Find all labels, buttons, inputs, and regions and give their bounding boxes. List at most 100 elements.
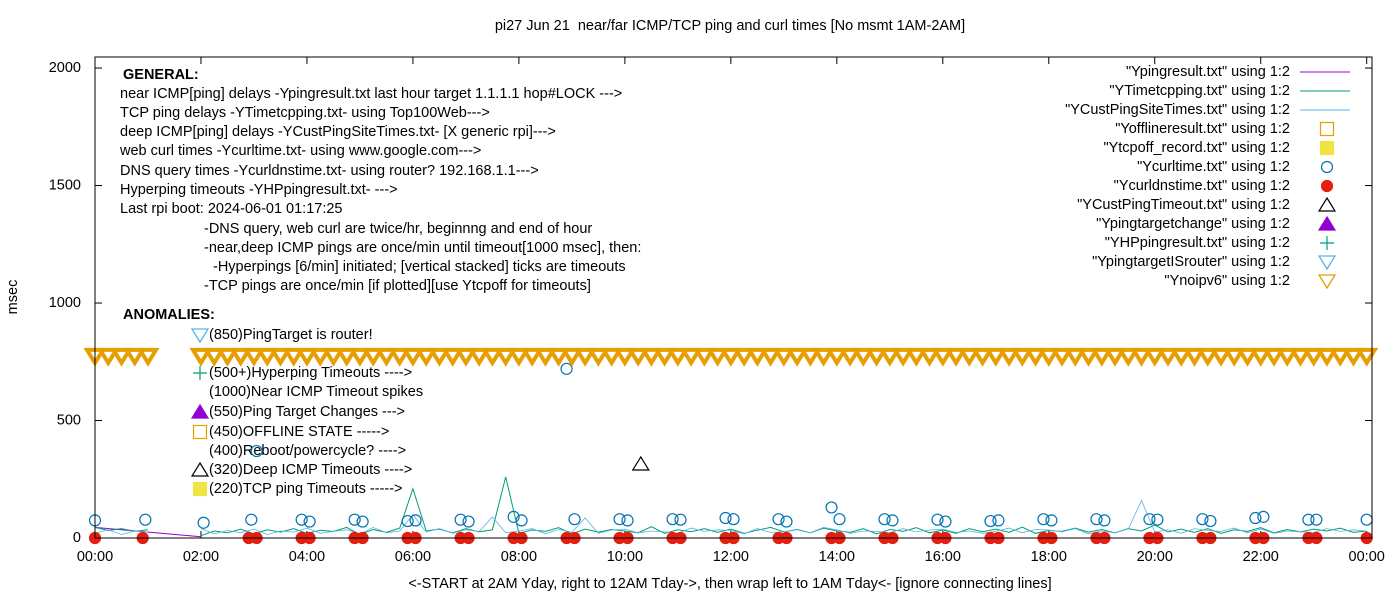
data-point bbox=[1090, 513, 1103, 526]
data-point bbox=[427, 347, 451, 367]
data-point bbox=[621, 514, 634, 527]
data-point bbox=[706, 347, 730, 367]
data-point bbox=[825, 347, 849, 367]
data-point bbox=[997, 347, 1021, 367]
annotation-icon bbox=[190, 328, 210, 344]
x-tick-label: 16:00 bbox=[925, 549, 961, 565]
annotation: Hyperping timeouts -YHPpingresult.txt- -… bbox=[120, 182, 398, 198]
data-point bbox=[759, 347, 783, 367]
data-point bbox=[109, 347, 134, 367]
x-tick-label: 20:00 bbox=[1137, 549, 1173, 565]
y-tick-label: 500 bbox=[57, 412, 81, 428]
annotation: (1000)Near ICMP Timeout spikes bbox=[209, 384, 423, 400]
annotation: (400)Reboot/powercycle? ----> bbox=[209, 443, 406, 459]
data-point bbox=[984, 514, 997, 528]
legend-swatch bbox=[1320, 160, 1334, 174]
data-point bbox=[772, 347, 796, 367]
data-point bbox=[666, 513, 679, 526]
data-point bbox=[215, 347, 240, 367]
data-point bbox=[719, 511, 732, 525]
annotation: -TCP pings are once/min [if plotted][use… bbox=[204, 278, 591, 294]
annotation: GENERAL: bbox=[123, 67, 199, 83]
data-point bbox=[1196, 347, 1220, 367]
data-point bbox=[282, 347, 306, 367]
data-point bbox=[245, 513, 258, 526]
data-point bbox=[1257, 510, 1270, 523]
data-point bbox=[1302, 513, 1315, 526]
data-point bbox=[1222, 347, 1246, 367]
data-point bbox=[123, 347, 147, 367]
data-point bbox=[454, 513, 467, 526]
data-point bbox=[507, 510, 520, 523]
data-point bbox=[401, 347, 425, 367]
data-point bbox=[833, 513, 846, 526]
annotation-icon bbox=[190, 461, 210, 477]
data-point bbox=[1050, 347, 1074, 367]
data-point bbox=[639, 347, 663, 367]
data-point bbox=[600, 347, 624, 367]
data-point bbox=[1328, 347, 1352, 367]
data-point bbox=[838, 347, 862, 367]
data-point bbox=[1209, 347, 1233, 367]
data-point bbox=[1151, 513, 1164, 526]
data-point bbox=[361, 347, 385, 367]
data-point bbox=[515, 514, 528, 527]
data-point bbox=[825, 501, 838, 514]
x-tick-label: 04:00 bbox=[289, 549, 325, 565]
data-point bbox=[1143, 347, 1167, 367]
x-tick-label: 12:00 bbox=[713, 549, 749, 565]
x-tick-label: 00:00 bbox=[77, 549, 113, 565]
data-point bbox=[674, 513, 687, 526]
legend-label: "Yofflineresult.txt" using 1:2 bbox=[1115, 121, 1290, 137]
data-point bbox=[494, 347, 518, 367]
data-point bbox=[560, 362, 573, 375]
data-point bbox=[533, 347, 557, 367]
y-tick-label: 2000 bbox=[49, 60, 81, 76]
data-point bbox=[939, 515, 952, 528]
annotation: -Hyperpings [6/min] initiated; [vertical… bbox=[213, 259, 626, 275]
data-point bbox=[1129, 347, 1154, 367]
data-point bbox=[295, 513, 308, 526]
legend-label: "Ypingresult.txt" using 1:2 bbox=[1126, 64, 1290, 80]
legend-label: "Ytcpoff_record.txt" using 1:2 bbox=[1103, 140, 1290, 156]
data-point bbox=[409, 514, 422, 527]
x-tick-label: 08:00 bbox=[501, 549, 537, 565]
annotation: Last rpi boot: 2024-06-01 01:17:25 bbox=[120, 201, 343, 217]
data-point bbox=[1037, 513, 1050, 526]
data-point bbox=[242, 347, 266, 367]
data-point bbox=[1037, 347, 1061, 367]
data-point bbox=[1090, 347, 1114, 367]
data-point bbox=[851, 347, 875, 367]
annotation-icon bbox=[190, 403, 210, 419]
data-point bbox=[348, 347, 372, 367]
data-point bbox=[388, 347, 412, 367]
data-point bbox=[356, 515, 369, 528]
annotation: deep ICMP[ping] delays -YCustPingSiteTim… bbox=[120, 124, 556, 140]
annotation: near ICMP[ping] delays -Ypingresult.txt … bbox=[120, 86, 622, 102]
data-point bbox=[891, 347, 915, 367]
data-point bbox=[139, 513, 152, 526]
data-point bbox=[348, 513, 361, 526]
data-point bbox=[904, 347, 928, 367]
data-point bbox=[944, 347, 968, 367]
legend-swatch bbox=[1317, 215, 1337, 231]
annotation: -DNS query, web curl are twice/hr, begin… bbox=[204, 221, 592, 237]
data-point bbox=[229, 347, 253, 367]
data-point bbox=[454, 347, 478, 367]
data-point bbox=[1156, 347, 1180, 367]
data-point bbox=[1204, 514, 1217, 528]
annotation: web curl times -Ycurltime.txt- using www… bbox=[119, 143, 481, 159]
legend-swatch bbox=[1317, 196, 1337, 212]
data-point bbox=[1288, 347, 1313, 367]
data-point bbox=[931, 347, 955, 367]
data-point bbox=[441, 347, 465, 367]
data-point bbox=[1182, 347, 1207, 367]
data-point bbox=[878, 513, 891, 526]
data-point bbox=[727, 513, 740, 526]
data-point bbox=[666, 347, 690, 367]
data-point bbox=[745, 347, 769, 367]
data-point bbox=[1076, 347, 1101, 367]
data-point bbox=[631, 455, 650, 471]
